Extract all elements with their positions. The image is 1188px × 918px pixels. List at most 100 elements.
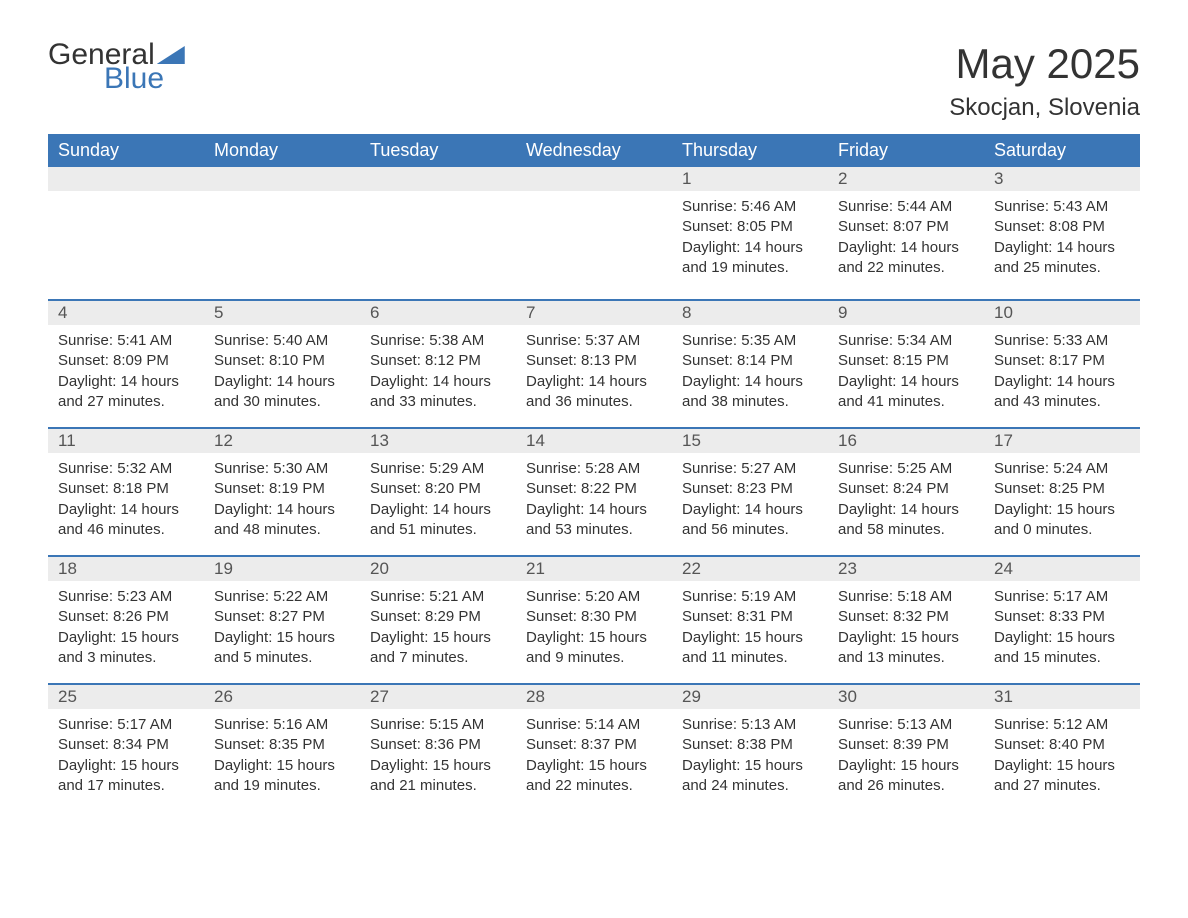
weekday-header: Wednesday [516, 134, 672, 167]
sunset-value: 8:13 PM [581, 352, 637, 369]
sunset-value: 8:17 PM [1049, 352, 1105, 369]
day-details: Sunrise: 5:29 AMSunset: 8:20 PMDaylight:… [360, 453, 516, 544]
sunset-line: Sunset: 8:37 PM [526, 735, 662, 755]
calendar-empty-cell [204, 167, 360, 299]
sunset-line: Sunset: 8:34 PM [58, 735, 194, 755]
day-number: 7 [516, 299, 672, 325]
calendar-day-cell: 13Sunrise: 5:29 AMSunset: 8:20 PMDayligh… [360, 427, 516, 555]
daylight-line: Daylight: 14 hours and 53 minutes. [526, 500, 662, 541]
day-details: Sunrise: 5:12 AMSunset: 8:40 PMDaylight:… [984, 709, 1140, 800]
sunset-line: Sunset: 8:12 PM [370, 351, 506, 371]
sunset-value: 8:23 PM [737, 480, 793, 497]
day-details: Sunrise: 5:13 AMSunset: 8:38 PMDaylight:… [672, 709, 828, 800]
day-number: 17 [984, 427, 1140, 453]
day-details: Sunrise: 5:24 AMSunset: 8:25 PMDaylight:… [984, 453, 1140, 544]
sunset-value: 8:10 PM [269, 352, 325, 369]
daylight-label: Daylight: [58, 629, 121, 646]
sunset-value: 8:30 PM [581, 608, 637, 625]
sunrise-line: Sunrise: 5:38 AM [370, 331, 506, 351]
calendar-day-cell: 29Sunrise: 5:13 AMSunset: 8:38 PMDayligh… [672, 683, 828, 811]
day-number: 15 [672, 427, 828, 453]
sunrise-line: Sunrise: 5:23 AM [58, 587, 194, 607]
calendar-day-cell: 7Sunrise: 5:37 AMSunset: 8:13 PMDaylight… [516, 299, 672, 427]
sunrise-line: Sunrise: 5:32 AM [58, 459, 194, 479]
sunset-line: Sunset: 8:17 PM [994, 351, 1130, 371]
sunrise-line: Sunrise: 5:34 AM [838, 331, 974, 351]
sunrise-label: Sunrise: [682, 198, 741, 215]
sunset-line: Sunset: 8:05 PM [682, 217, 818, 237]
sunset-label: Sunset: [838, 218, 893, 235]
daylight-line: Daylight: 15 hours and 24 minutes. [682, 756, 818, 797]
daylight-label: Daylight: [58, 373, 121, 390]
day-number: 16 [828, 427, 984, 453]
calendar-day-cell: 17Sunrise: 5:24 AMSunset: 8:25 PMDayligh… [984, 427, 1140, 555]
sunrise-value: 5:13 AM [741, 716, 796, 733]
day-number: 5 [204, 299, 360, 325]
weekday-header-row: SundayMondayTuesdayWednesdayThursdayFrid… [48, 134, 1140, 167]
daylight-label: Daylight: [58, 757, 121, 774]
calendar-week-row: 11Sunrise: 5:32 AMSunset: 8:18 PMDayligh… [48, 427, 1140, 555]
calendar-day-cell: 14Sunrise: 5:28 AMSunset: 8:22 PMDayligh… [516, 427, 672, 555]
daylight-label: Daylight: [994, 239, 1057, 256]
sunrise-label: Sunrise: [370, 588, 429, 605]
day-number: 29 [672, 683, 828, 709]
daylight-line: Daylight: 15 hours and 7 minutes. [370, 628, 506, 669]
sunset-label: Sunset: [526, 736, 581, 753]
day-details: Sunrise: 5:20 AMSunset: 8:30 PMDaylight:… [516, 581, 672, 672]
calendar-day-cell: 31Sunrise: 5:12 AMSunset: 8:40 PMDayligh… [984, 683, 1140, 811]
calendar-week-row: 1Sunrise: 5:46 AMSunset: 8:05 PMDaylight… [48, 167, 1140, 299]
daylight-label: Daylight: [994, 373, 1057, 390]
day-details: Sunrise: 5:32 AMSunset: 8:18 PMDaylight:… [48, 453, 204, 544]
day-details: Sunrise: 5:46 AMSunset: 8:05 PMDaylight:… [672, 191, 828, 282]
sunset-line: Sunset: 8:26 PM [58, 607, 194, 627]
sunset-value: 8:26 PM [113, 608, 169, 625]
calendar-day-cell: 2Sunrise: 5:44 AMSunset: 8:07 PMDaylight… [828, 167, 984, 299]
calendar-day-cell: 26Sunrise: 5:16 AMSunset: 8:35 PMDayligh… [204, 683, 360, 811]
sunset-line: Sunset: 8:31 PM [682, 607, 818, 627]
calendar-table: SundayMondayTuesdayWednesdayThursdayFrid… [48, 134, 1140, 811]
sunrise-line: Sunrise: 5:13 AM [838, 715, 974, 735]
location-label: Skocjan, Slovenia [949, 94, 1140, 122]
weekday-header: Saturday [984, 134, 1140, 167]
sunset-value: 8:31 PM [737, 608, 793, 625]
day-number: 1 [672, 167, 828, 191]
daylight-label: Daylight: [838, 239, 901, 256]
daylight-line: Daylight: 15 hours and 17 minutes. [58, 756, 194, 797]
sunset-line: Sunset: 8:22 PM [526, 479, 662, 499]
daylight-line: Daylight: 14 hours and 56 minutes. [682, 500, 818, 541]
sunset-line: Sunset: 8:14 PM [682, 351, 818, 371]
sunset-value: 8:15 PM [893, 352, 949, 369]
sunset-line: Sunset: 8:15 PM [838, 351, 974, 371]
calendar-day-cell: 6Sunrise: 5:38 AMSunset: 8:12 PMDaylight… [360, 299, 516, 427]
sunrise-label: Sunrise: [994, 460, 1053, 477]
daylight-line: Daylight: 14 hours and 41 minutes. [838, 372, 974, 413]
calendar-day-cell: 8Sunrise: 5:35 AMSunset: 8:14 PMDaylight… [672, 299, 828, 427]
day-details: Sunrise: 5:25 AMSunset: 8:24 PMDaylight:… [828, 453, 984, 544]
sunrise-label: Sunrise: [58, 716, 117, 733]
sunset-line: Sunset: 8:32 PM [838, 607, 974, 627]
daylight-line: Daylight: 14 hours and 48 minutes. [214, 500, 350, 541]
day-number: 28 [516, 683, 672, 709]
sunrise-label: Sunrise: [682, 332, 741, 349]
sunrise-value: 5:46 AM [741, 198, 796, 215]
calendar-week-row: 4Sunrise: 5:41 AMSunset: 8:09 PMDaylight… [48, 299, 1140, 427]
sunrise-line: Sunrise: 5:37 AM [526, 331, 662, 351]
sunrise-line: Sunrise: 5:24 AM [994, 459, 1130, 479]
sunrise-value: 5:30 AM [273, 460, 328, 477]
sunrise-line: Sunrise: 5:46 AM [682, 197, 818, 217]
sunrise-label: Sunrise: [370, 332, 429, 349]
sunrise-value: 5:23 AM [117, 588, 172, 605]
daylight-label: Daylight: [838, 501, 901, 518]
sunrise-value: 5:41 AM [117, 332, 172, 349]
sunrise-label: Sunrise: [526, 588, 585, 605]
sunrise-value: 5:22 AM [273, 588, 328, 605]
sunrise-line: Sunrise: 5:12 AM [994, 715, 1130, 735]
sunset-line: Sunset: 8:35 PM [214, 735, 350, 755]
sunrise-label: Sunrise: [994, 716, 1053, 733]
day-number: 27 [360, 683, 516, 709]
daylight-line: Daylight: 14 hours and 58 minutes. [838, 500, 974, 541]
calendar-week-row: 25Sunrise: 5:17 AMSunset: 8:34 PMDayligh… [48, 683, 1140, 811]
daylight-line: Daylight: 15 hours and 3 minutes. [58, 628, 194, 669]
sunrise-line: Sunrise: 5:14 AM [526, 715, 662, 735]
sunrise-label: Sunrise: [214, 332, 273, 349]
